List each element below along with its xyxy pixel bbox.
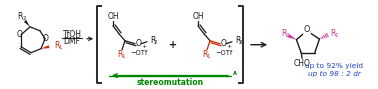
Text: R: R <box>117 50 123 59</box>
Polygon shape <box>24 20 30 27</box>
Text: −OTf: −OTf <box>215 50 232 56</box>
Text: stereomutation: stereomutation <box>136 78 204 87</box>
Text: O: O <box>304 25 310 34</box>
Text: 1: 1 <box>121 54 125 59</box>
Text: 1: 1 <box>58 45 62 50</box>
Text: DMF: DMF <box>64 37 81 46</box>
Text: +: + <box>141 44 147 49</box>
Polygon shape <box>41 45 50 49</box>
Text: +: + <box>169 40 177 50</box>
Text: up to 92% yield: up to 92% yield <box>305 63 363 69</box>
Text: OH: OH <box>107 12 119 21</box>
Text: R: R <box>17 12 23 21</box>
Text: R: R <box>281 29 287 38</box>
Text: R: R <box>330 29 336 38</box>
Text: CHO: CHO <box>294 59 311 68</box>
Text: 2: 2 <box>22 16 26 21</box>
Text: R: R <box>202 50 208 59</box>
Text: R: R <box>150 36 155 45</box>
Text: 1: 1 <box>206 54 210 59</box>
Text: −OTf: −OTf <box>130 50 148 56</box>
Text: up to 98 : 2 dr: up to 98 : 2 dr <box>308 70 361 77</box>
Text: OH: OH <box>192 12 204 21</box>
Text: R: R <box>235 36 240 45</box>
Text: R: R <box>54 41 59 50</box>
Text: +: + <box>226 44 232 49</box>
Text: 2: 2 <box>154 40 158 45</box>
Text: 2: 2 <box>285 33 289 38</box>
Text: O: O <box>221 39 227 48</box>
Text: 2: 2 <box>239 40 243 45</box>
Text: O: O <box>43 34 49 43</box>
Polygon shape <box>288 34 296 40</box>
Text: 1: 1 <box>335 33 338 38</box>
Text: O: O <box>136 39 142 48</box>
Text: O: O <box>17 30 23 39</box>
Text: TfOH: TfOH <box>62 30 82 39</box>
